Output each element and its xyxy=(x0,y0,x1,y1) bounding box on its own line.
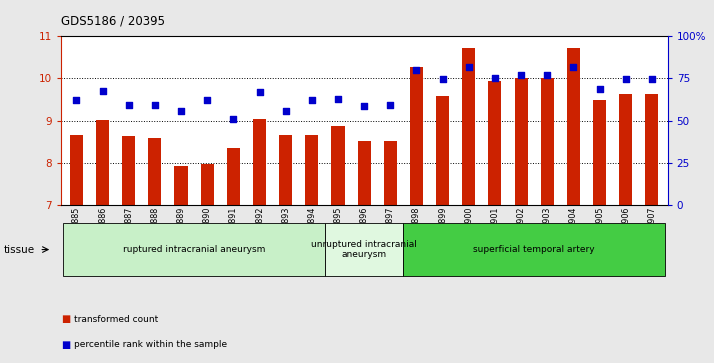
Point xyxy=(620,77,631,82)
Bar xyxy=(306,135,318,205)
Point xyxy=(176,109,187,114)
Point xyxy=(149,102,161,107)
Text: tissue: tissue xyxy=(4,245,35,254)
Text: superficial temporal artery: superficial temporal artery xyxy=(473,245,595,254)
Text: GDS5186 / 20395: GDS5186 / 20395 xyxy=(61,15,165,28)
Point xyxy=(228,116,239,122)
Point xyxy=(201,98,213,103)
Bar xyxy=(227,148,240,205)
Point xyxy=(489,76,501,81)
Point xyxy=(306,97,318,102)
Bar xyxy=(331,126,345,205)
Point xyxy=(437,77,448,82)
Bar xyxy=(70,135,83,205)
Bar xyxy=(149,138,161,205)
Bar xyxy=(122,136,135,205)
Bar xyxy=(488,81,501,205)
Point xyxy=(411,67,422,73)
Bar xyxy=(436,96,449,205)
Text: ■: ■ xyxy=(61,314,70,325)
Point xyxy=(332,96,343,102)
Bar xyxy=(201,164,213,205)
Bar xyxy=(619,94,633,205)
Point xyxy=(253,89,265,95)
Bar xyxy=(279,135,292,205)
Bar xyxy=(383,140,397,205)
Bar xyxy=(174,166,188,205)
Text: ■: ■ xyxy=(61,340,70,350)
Text: transformed count: transformed count xyxy=(74,315,159,324)
Point xyxy=(568,64,579,70)
Bar xyxy=(593,99,606,205)
Point xyxy=(71,98,82,103)
Bar xyxy=(253,119,266,205)
Bar xyxy=(645,94,658,205)
Bar xyxy=(358,141,371,205)
Point xyxy=(280,109,291,114)
Bar xyxy=(540,78,554,205)
Bar xyxy=(410,67,423,205)
Point xyxy=(516,72,527,78)
Bar xyxy=(515,78,528,205)
Point xyxy=(97,88,109,94)
Point xyxy=(541,72,553,78)
Bar xyxy=(96,120,109,205)
Text: percentile rank within the sample: percentile rank within the sample xyxy=(74,340,227,349)
Text: ruptured intracranial aneurysm: ruptured intracranial aneurysm xyxy=(123,245,266,254)
Bar xyxy=(462,48,476,205)
Point xyxy=(123,102,134,107)
Text: unruptured intracranial
aneurysm: unruptured intracranial aneurysm xyxy=(311,240,417,259)
Point xyxy=(385,102,396,107)
Point xyxy=(463,64,475,70)
Bar xyxy=(567,48,580,205)
Point xyxy=(358,103,370,109)
Point xyxy=(594,86,605,92)
Point xyxy=(646,77,658,82)
